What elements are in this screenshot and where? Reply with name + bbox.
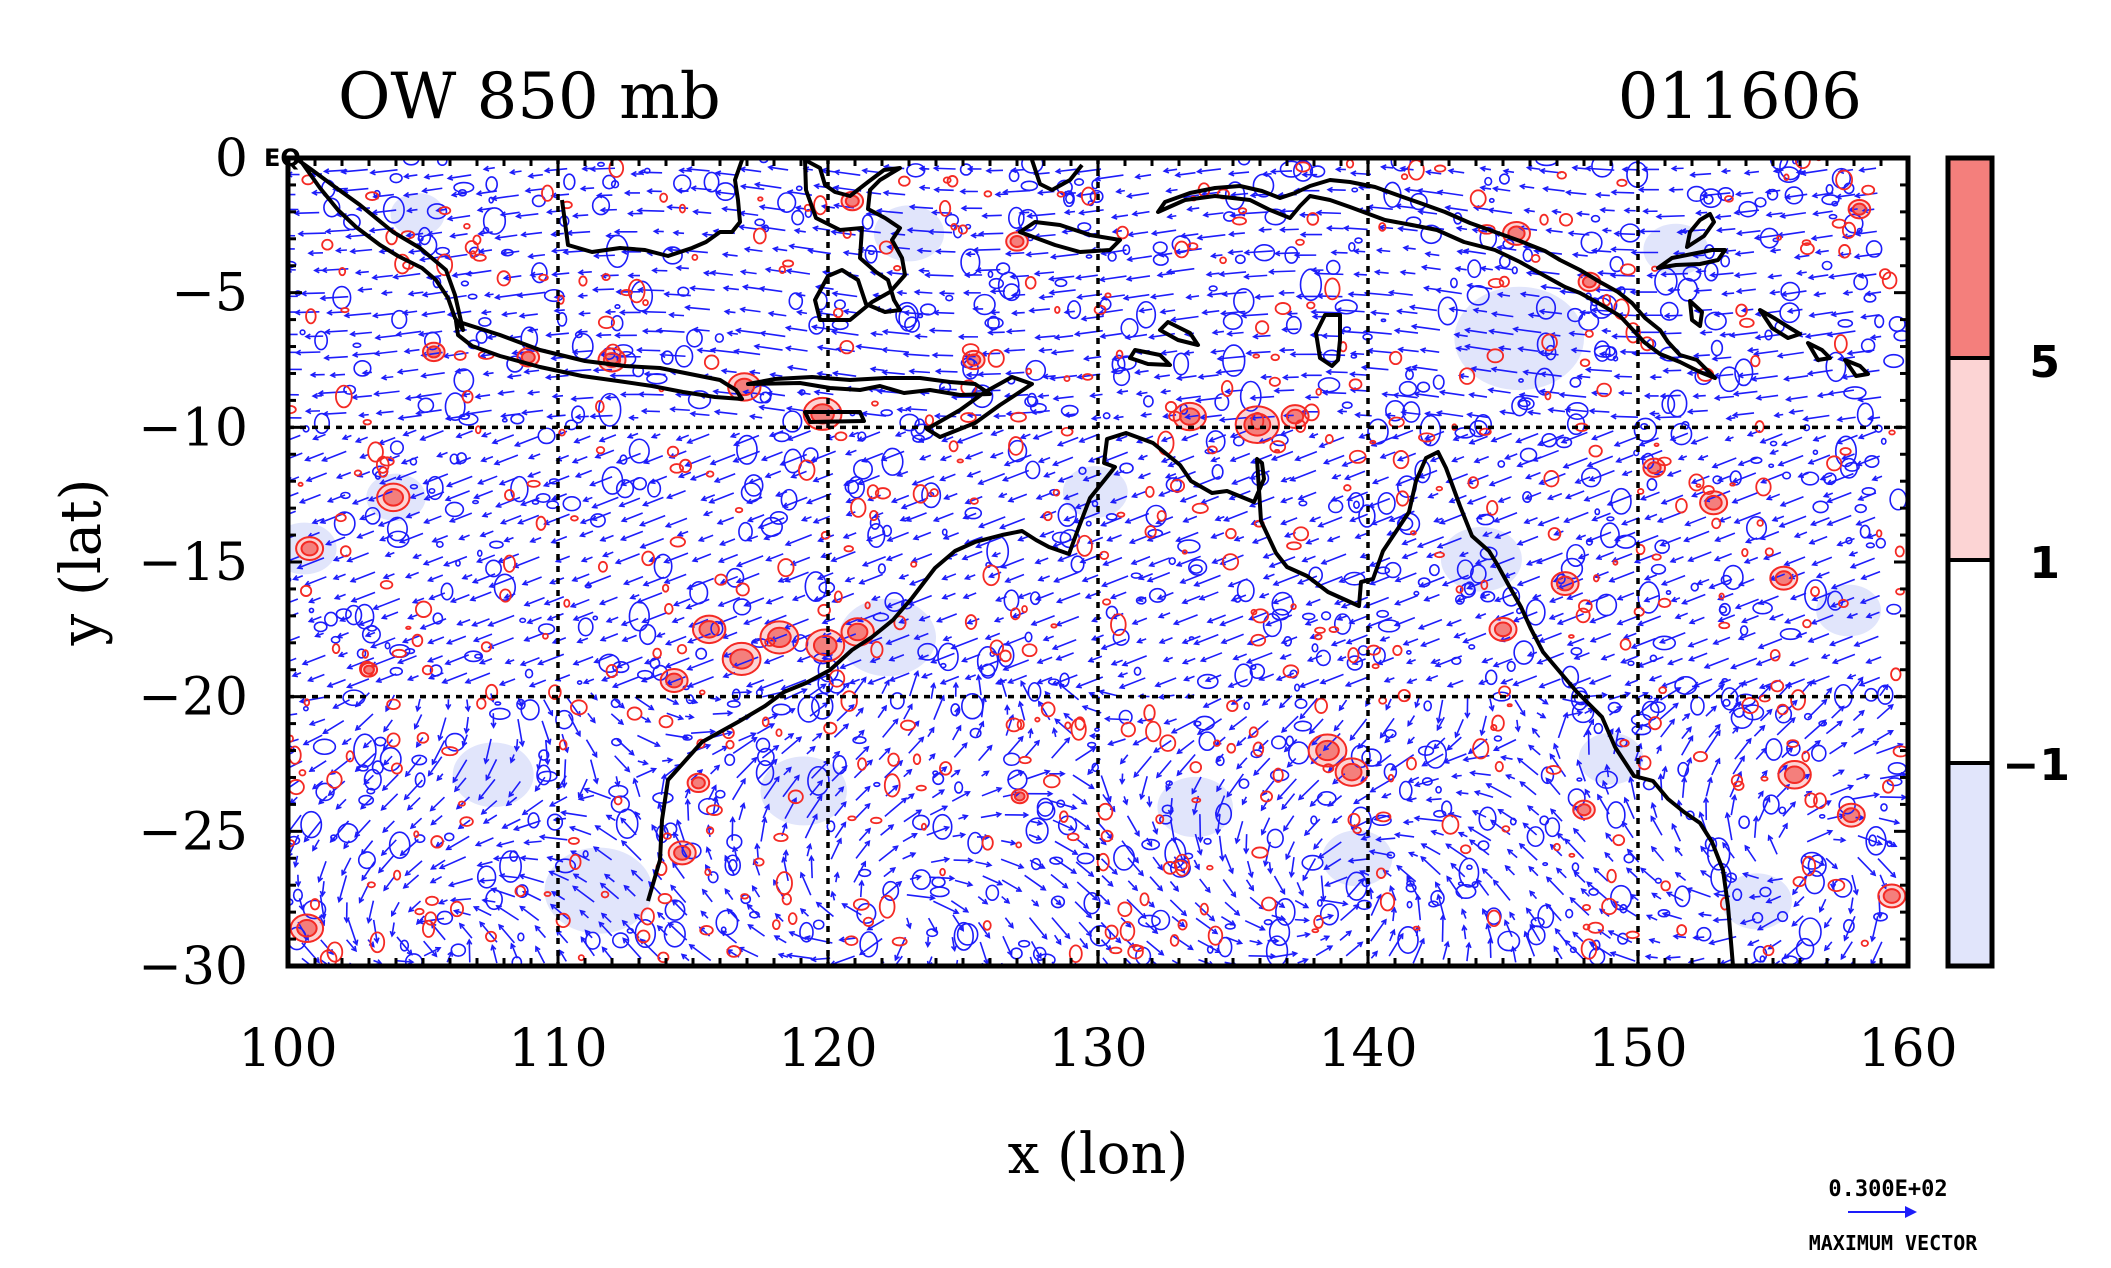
wind-vector <box>979 374 1001 375</box>
wind-vector <box>1332 252 1347 253</box>
wind-vector <box>1665 315 1682 316</box>
wind-vector <box>638 350 661 351</box>
wind-vector <box>1615 376 1632 377</box>
wind-vector <box>1317 213 1341 214</box>
wind-vector <box>591 168 615 169</box>
wind-vector-head <box>273 350 277 355</box>
wind-vector <box>1613 336 1638 337</box>
wind-vector-head <box>278 207 282 212</box>
wind-vector <box>933 355 953 356</box>
wind-vector <box>1328 190 1346 191</box>
negative-ow-region <box>391 193 445 236</box>
wind-vector <box>1275 390 1294 391</box>
wind-vector <box>639 394 663 395</box>
wind-vector <box>1612 192 1634 193</box>
wind-vector <box>1323 393 1346 394</box>
wind-vector-head <box>278 246 282 251</box>
wind-vector <box>940 389 957 390</box>
wind-vector <box>296 352 320 353</box>
wind-vector <box>934 313 954 314</box>
wind-vector <box>688 800 689 821</box>
negative-ow-region <box>453 742 534 807</box>
wind-vector <box>1312 312 1340 313</box>
wind-vector <box>638 210 664 211</box>
wind-vector-head <box>272 392 276 397</box>
wind-vector-head <box>273 714 278 719</box>
wind-vector-head <box>276 642 281 646</box>
wind-vector <box>594 289 614 290</box>
date-label: 011606 <box>1618 60 1862 134</box>
wind-vector <box>642 411 660 412</box>
wind-vector-head <box>279 538 284 542</box>
wind-vector-head <box>277 603 282 607</box>
wind-vector <box>1327 372 1348 373</box>
plot-area <box>271 147 1910 989</box>
wind-vector <box>299 233 326 234</box>
wind-vector <box>1246 834 1247 853</box>
wind-vector <box>1615 234 1635 235</box>
wind-vector <box>974 249 1000 250</box>
wind-vector <box>1200 814 1201 841</box>
wind-vector <box>1317 354 1345 355</box>
wind-vector <box>811 856 812 878</box>
wind-vector <box>1281 229 1299 230</box>
wind-vector <box>983 215 1002 216</box>
wind-vector <box>1318 296 1342 297</box>
wind-vector <box>926 275 954 276</box>
wind-vector-head <box>274 744 279 749</box>
wind-vector <box>982 353 1000 354</box>
wind-vector <box>1328 228 1344 229</box>
wind-vector-head <box>278 791 283 795</box>
wind-vector <box>1611 275 1635 276</box>
wind-vector-head <box>278 332 282 337</box>
wind-vector <box>1612 416 1638 417</box>
wind-vector <box>930 330 951 331</box>
wind-vector <box>1106 719 1129 720</box>
wind-vector-head <box>272 192 276 197</box>
wind-vector <box>937 251 956 252</box>
wind-vector <box>936 371 957 372</box>
wind-vector <box>979 233 1003 234</box>
wind-vector <box>934 168 955 169</box>
map-title: OW 850 mb <box>338 60 721 134</box>
wind-vector-head <box>271 517 276 521</box>
wind-vector <box>1275 253 1297 254</box>
wind-vector <box>643 312 666 313</box>
wind-vector-head <box>274 233 278 238</box>
wind-vector <box>302 293 325 294</box>
wind-vector <box>1664 370 1681 371</box>
wind-vector-head <box>276 562 281 566</box>
wind-vector <box>639 172 662 173</box>
wind-vector <box>1612 249 1635 250</box>
wind-vector-head <box>276 441 281 445</box>
wind-vector <box>1657 216 1685 217</box>
wind-vector <box>929 232 952 233</box>
wind-vector <box>595 255 615 256</box>
wind-vector <box>1270 271 1296 272</box>
wind-vector <box>295 213 319 214</box>
wind-vector <box>591 416 612 417</box>
wind-vector <box>935 190 954 191</box>
